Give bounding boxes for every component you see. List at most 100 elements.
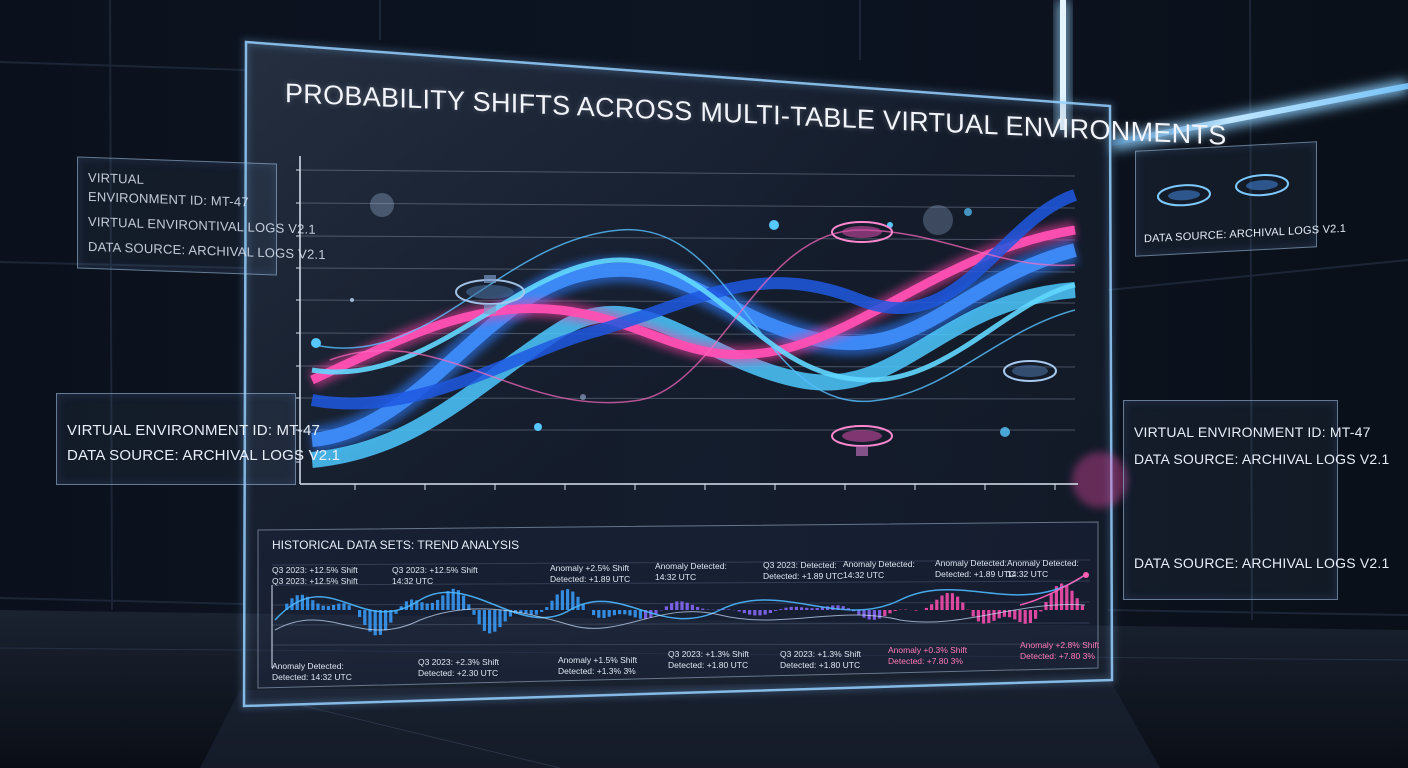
history-bar — [815, 608, 819, 610]
anomaly-annotation: Anomaly +0.3% Shift Detected: +7.80 3% — [888, 645, 967, 667]
history-bar — [378, 610, 382, 635]
history-bar — [992, 610, 996, 621]
annotation-line: Anomaly +2.8% Shift — [1020, 640, 1100, 650]
probability-ribbons — [308, 189, 1079, 468]
history-bar — [1034, 610, 1038, 619]
anomaly-annotation: Q3 2023: +1.3% Shift Detected: +1.80 UTC — [780, 649, 861, 671]
history-bar — [971, 610, 975, 617]
history-bar — [415, 600, 419, 610]
history-bar — [742, 610, 746, 614]
history-bar — [878, 610, 882, 619]
history-bar — [737, 610, 741, 612]
trend-line-light — [274, 603, 1086, 631]
history-bar — [758, 610, 762, 616]
history-bar — [498, 610, 502, 628]
annotation-line: Q3 2023: Detected: — [763, 560, 837, 570]
environment-id: VIRTUAL ENVIRONMENT ID: MT-47 — [1134, 424, 1371, 440]
history-bar — [872, 610, 876, 620]
history-bar — [347, 605, 351, 610]
history-bar — [420, 602, 424, 610]
anomaly-annotation: Anomaly Detected: Detected: +1.89 UTC — [935, 558, 1015, 580]
history-bar — [529, 610, 533, 615]
history-bar — [508, 610, 512, 617]
info-card-top-left: VIRTUAL ENVIRONMENT ID: MT-47 VIRTUAL EN… — [77, 156, 326, 276]
history-title: HISTORICAL DATA SETS: TREND ANALYSIS — [272, 538, 520, 552]
history-bar — [1008, 610, 1012, 618]
history-bar — [836, 605, 840, 610]
history-bar — [690, 604, 694, 610]
history-bar — [706, 609, 710, 610]
trend-line-blue — [274, 574, 1086, 621]
anomaly-annotation: Q3 2023: +12.5% Shift Q3 2023: +12.5% Shi… — [272, 565, 358, 587]
history-bar — [820, 607, 824, 610]
annotation-line: Detected: +2.30 UTC — [418, 668, 499, 678]
history-bar — [675, 601, 679, 610]
history-bar — [300, 594, 304, 610]
history-bar — [701, 608, 705, 610]
history-bar — [638, 610, 642, 619]
history-bar — [784, 607, 788, 610]
history-bar — [592, 610, 596, 616]
data-source: DATA SOURCE: ARCHIVAL LOGS v2.1 — [67, 447, 341, 464]
history-bar — [950, 593, 954, 610]
annotation-line: Anomaly Detected: — [843, 559, 915, 569]
history-bar — [1013, 610, 1017, 620]
history-bar — [560, 590, 564, 610]
data-source: DATA SOURCE: ARCHIVAL LOGS v2.1 — [1144, 222, 1347, 246]
history-bar — [493, 610, 497, 632]
environment-id: VIRTUAL ENVIRONMENT ID: MT-47 — [67, 422, 321, 439]
history-bar — [987, 610, 991, 624]
annotation-line: Q3 2023: +2.3% Shift — [418, 657, 500, 667]
history-bar — [566, 589, 570, 610]
history-bar — [363, 610, 367, 625]
annotation-line: Anomaly Detected: — [655, 561, 727, 571]
history-bar — [602, 610, 606, 618]
history-bar — [618, 610, 622, 615]
anomaly-annotation: Anomaly Detected: 14:32 UTC — [843, 559, 915, 581]
history-bar — [462, 595, 466, 610]
annotation-line: 14:32 UTC — [392, 576, 434, 586]
info-card-top-right: DATA SOURCE: ARCHIVAL LOGS v2.1 — [1135, 141, 1346, 257]
history-bar — [924, 607, 928, 610]
annotation-line: Anomaly Detected: — [272, 661, 344, 671]
history-bar — [404, 601, 408, 610]
annotation-line: Anomaly +0.3% Shift — [888, 645, 968, 655]
history-bar — [534, 610, 538, 615]
data-source: DATA SOURCE: ARCHIVAL LOGS v2.1 — [1134, 451, 1390, 467]
history-bar — [1060, 583, 1064, 610]
history-bar — [311, 600, 315, 610]
history-bar — [623, 610, 627, 615]
history-bar — [753, 610, 757, 616]
history-bar — [389, 610, 393, 623]
history-bar — [867, 610, 871, 620]
annotation-line: Detected: +1.89 UTC — [550, 574, 631, 584]
poker-table-icon — [1003, 360, 1057, 382]
history-bar — [571, 591, 575, 610]
annotation-line: Detected: +1.89 UTC — [935, 569, 1016, 579]
history-bar — [290, 598, 294, 610]
anomaly-annotation: Q3 2023: +12.5% Shift 14:32 UTC — [392, 565, 478, 587]
anomaly-annotation: Anomaly Detected: 14:32 UTC — [655, 561, 727, 583]
history-bar — [446, 591, 450, 610]
history-bar — [727, 609, 731, 610]
annotation-line: 14:32 UTC — [655, 572, 697, 582]
poker-table-icon — [1235, 174, 1289, 197]
history-bar — [1002, 610, 1006, 617]
history-bar — [394, 610, 398, 614]
history-bar — [685, 602, 689, 610]
history-bar — [1065, 585, 1069, 610]
info-card-bottom-right: VIRTUAL ENVIRONMENT ID: MT-47 DATA SOURC… — [1123, 400, 1390, 600]
history-bar — [961, 602, 965, 610]
history-bar — [436, 599, 440, 610]
history-bar — [1054, 586, 1058, 610]
history-bar — [670, 603, 674, 610]
annotation-line: Q3 2023: +12.5% Shift — [272, 576, 358, 586]
poker-table-icon — [455, 275, 525, 314]
history-bar — [1028, 610, 1032, 623]
annotation-line: Anomaly Detected: — [935, 558, 1007, 568]
poker-table-icon — [831, 221, 893, 243]
info-card-mid-left: VIRTUAL ENVIRONMENT ID: MT-47 DATA SOURC… — [56, 393, 341, 485]
history-bar — [654, 610, 658, 615]
